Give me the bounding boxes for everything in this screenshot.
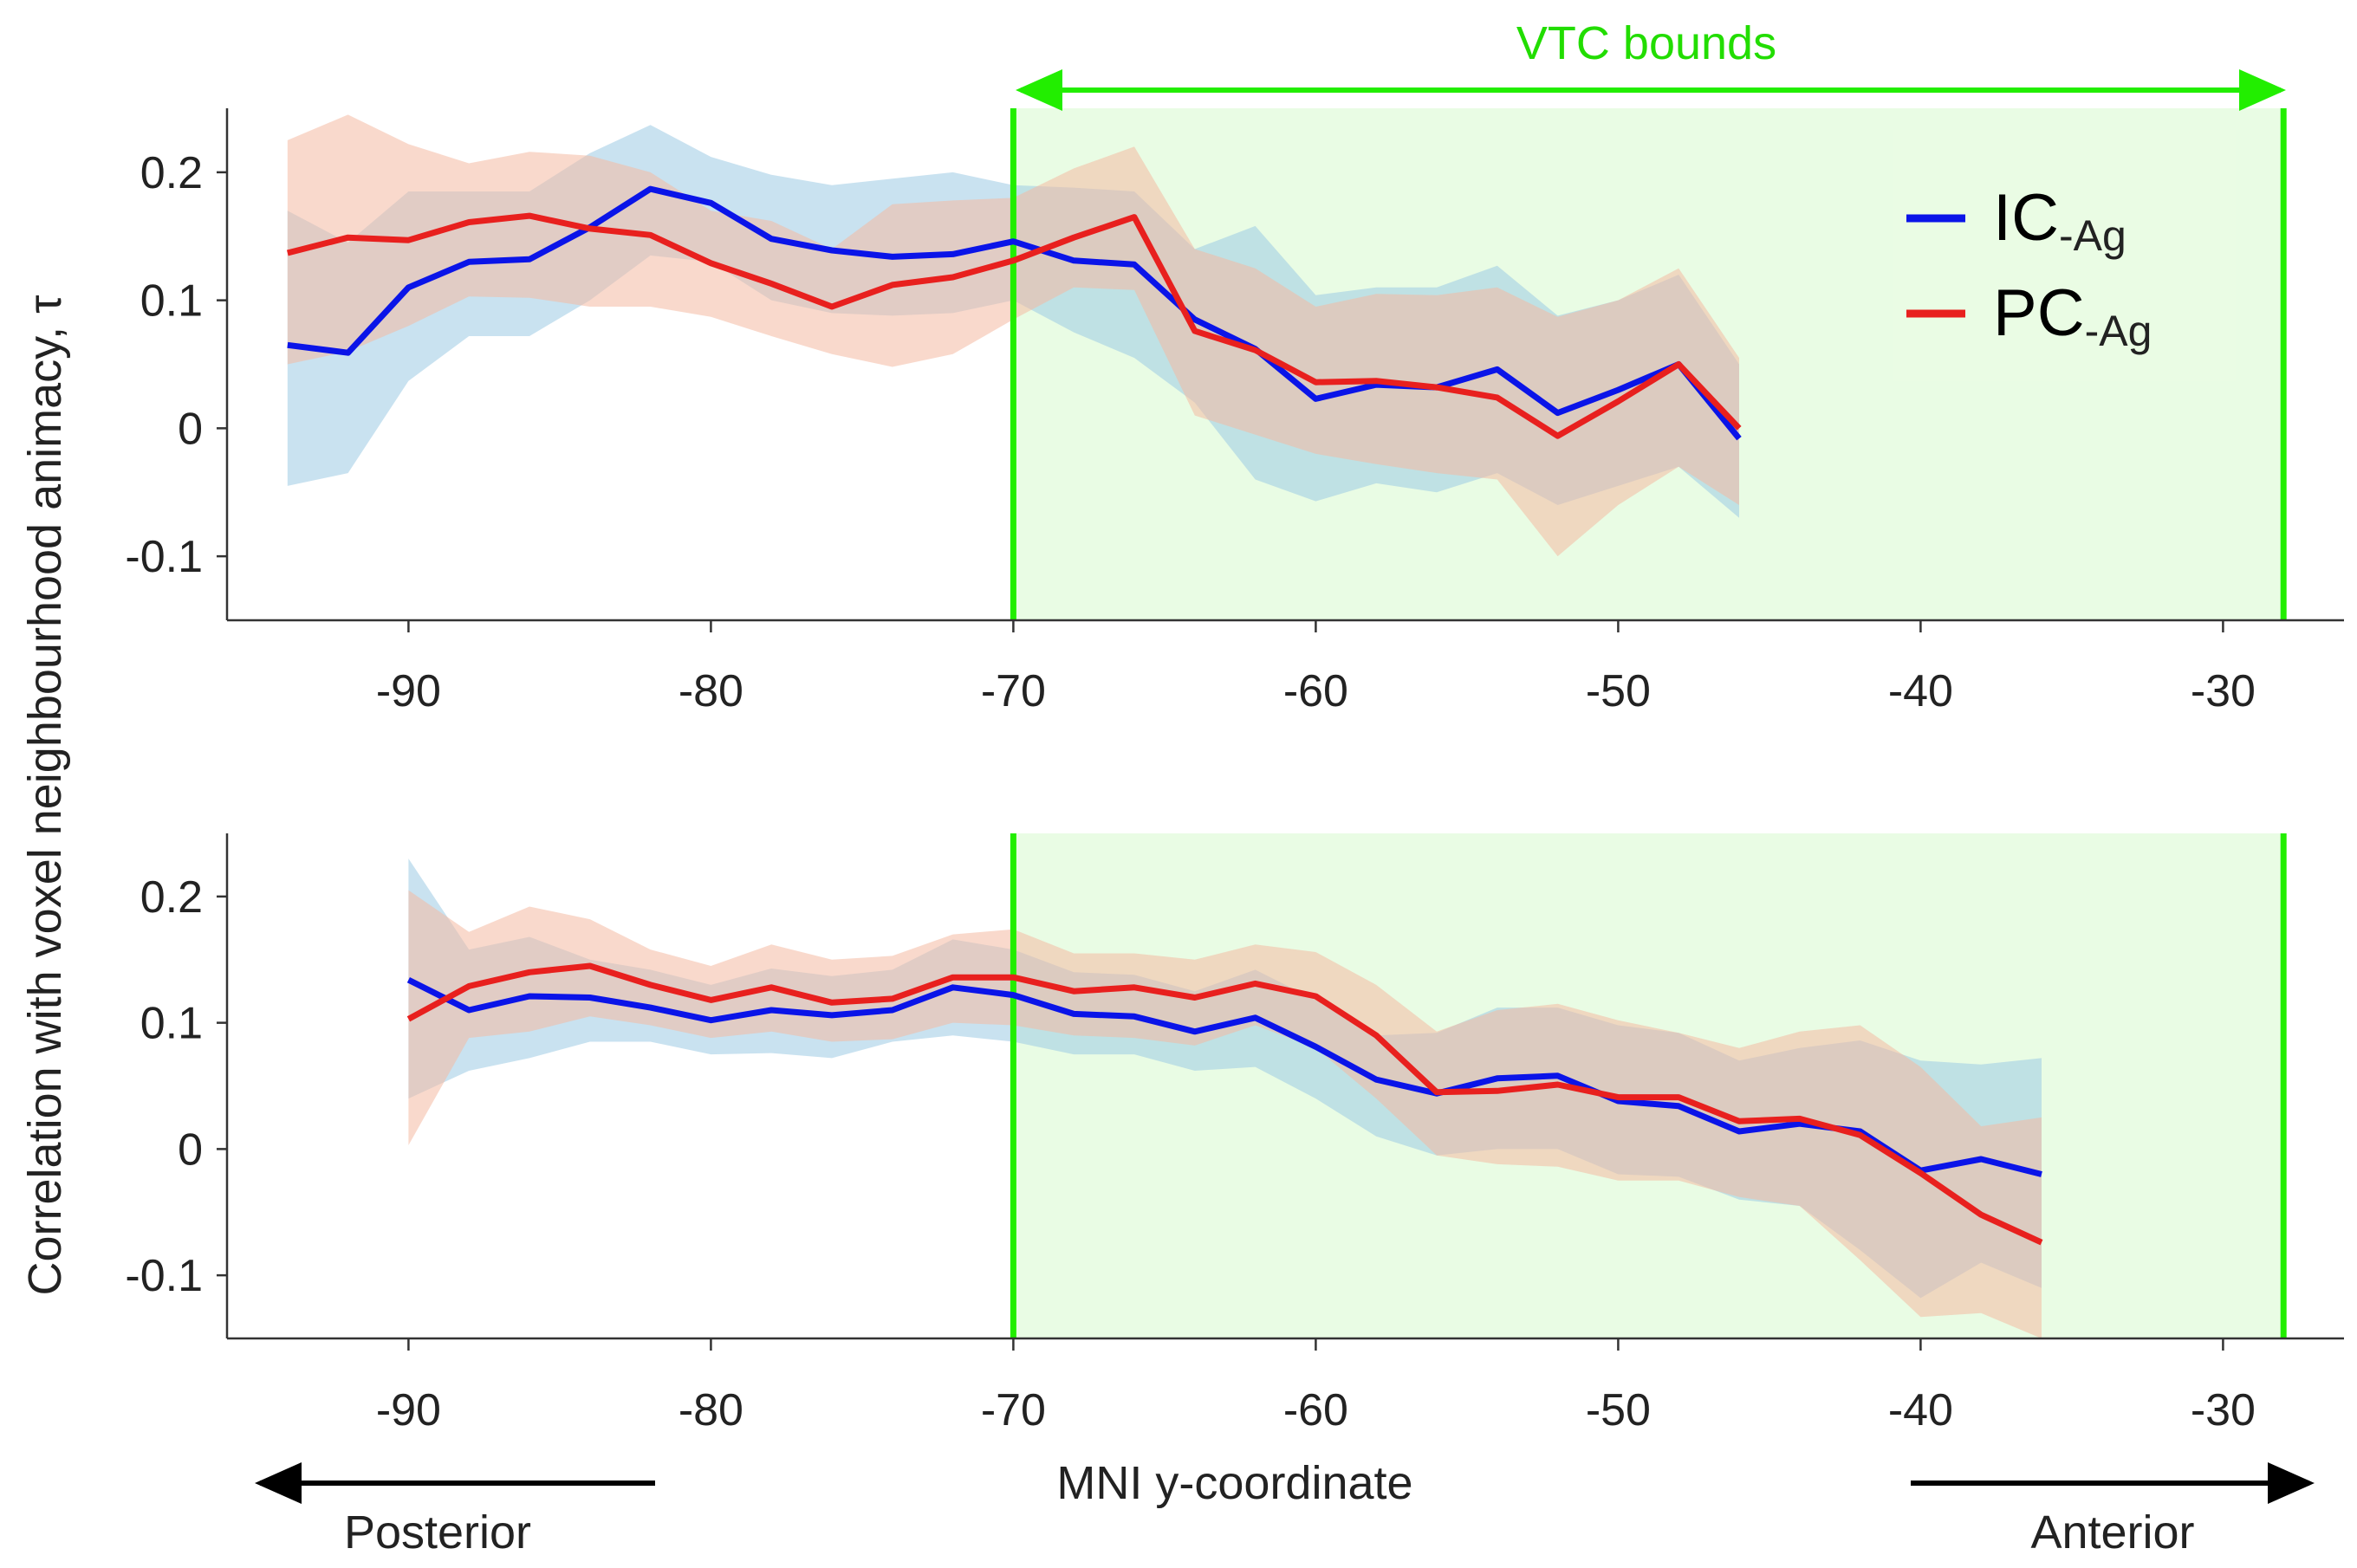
y-tick-label-top: -0.1 — [125, 532, 203, 582]
posterior-label: Posterior — [344, 1506, 531, 1558]
y-axis-title: Correlation with voxel neighbourhood ani… — [19, 295, 71, 1296]
x-tick-label-bottom: -50 — [1586, 1385, 1651, 1435]
legend-background — [1893, 130, 2236, 381]
ci-band-pc-ag-top — [287, 114, 1739, 557]
x-tick-label-bottom: -80 — [679, 1385, 743, 1435]
series-line-pc-ag-bottom — [406, 962, 2043, 1246]
x-tick-label-top: -50 — [1586, 666, 1651, 716]
x-tick-label-top: -80 — [679, 666, 743, 716]
y-tick-label-bottom: 0.2 — [140, 872, 203, 923]
anterior-label: Anterior — [2030, 1506, 2194, 1558]
x-tick-label-bottom: -70 — [981, 1385, 1046, 1435]
x-tick-label-bottom: -60 — [1283, 1385, 1348, 1435]
x-axis-title: MNI y-coordinate — [1056, 1457, 1412, 1509]
bottom-panel: 0.2 0.1 0 -0.1 -90 -80 -70 -60 -50 -40 -30 — [125, 833, 2344, 1435]
x-tick-label-top: -90 — [376, 666, 441, 716]
y-tick-label-bottom: -0.1 — [125, 1251, 203, 1301]
y-tick-label-top: 0 — [178, 404, 203, 454]
x-tick-label-bottom: -40 — [1888, 1385, 1953, 1435]
vtc-bounds-label: VTC bounds — [1516, 17, 1776, 69]
legend-label-pc-ag: PC-Ag — [1993, 276, 2152, 355]
y-tick-label-bottom: 0.1 — [140, 999, 203, 1049]
x-tick-label-bottom: -30 — [2191, 1385, 2256, 1435]
ci-band-pc-ag-bottom — [408, 890, 2042, 1338]
y-tick-label-top: 0.1 — [140, 276, 203, 327]
x-tick-label-top: -60 — [1283, 666, 1348, 716]
x-tick-label-top: -40 — [1888, 666, 1953, 716]
series-line-ic-ag-top — [287, 185, 1742, 441]
series-line-pc-ag-top — [286, 212, 1742, 439]
series-line-ic-ag-bottom — [406, 976, 2042, 1177]
legend-label-ic-ag: IC-Ag — [1993, 181, 2126, 260]
y-tick-label-top: 0.2 — [140, 148, 203, 198]
legend: IC-Ag PC-Ag — [1893, 130, 2236, 381]
y-tick-label-bottom: 0 — [178, 1124, 203, 1175]
x-tick-label-top: -30 — [2191, 666, 2256, 716]
x-tick-label-top: -70 — [981, 666, 1046, 716]
x-tick-label-bottom: -90 — [376, 1385, 441, 1435]
